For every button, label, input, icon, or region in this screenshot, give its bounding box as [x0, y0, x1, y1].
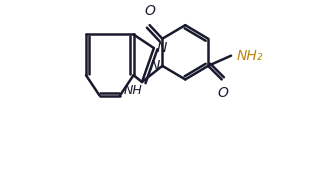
Text: O: O [217, 86, 228, 100]
Text: NH: NH [123, 84, 142, 97]
Text: N: N [157, 41, 167, 55]
Text: N: N [150, 59, 160, 73]
Text: O: O [144, 4, 155, 18]
Text: NH₂: NH₂ [236, 49, 263, 63]
